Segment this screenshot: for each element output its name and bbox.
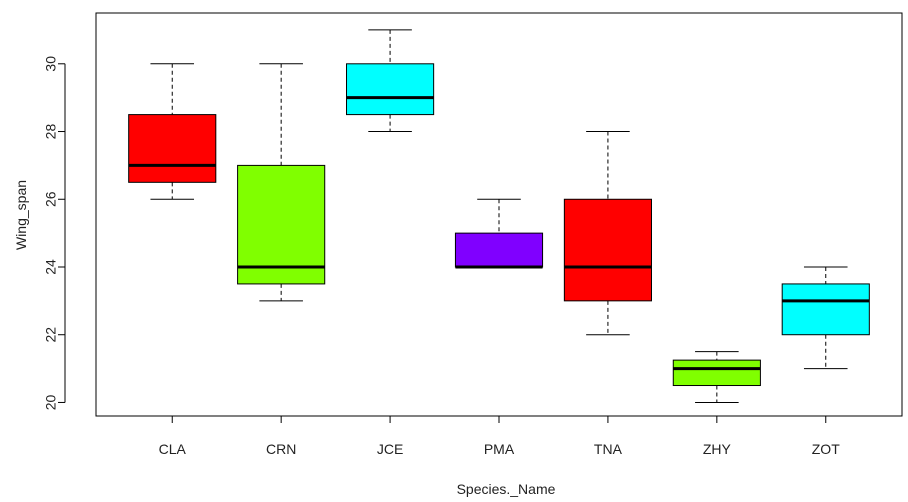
iqr-box: [237, 164, 326, 285]
box-tna: [563, 131, 652, 336]
y-tick-label: 26: [43, 191, 59, 207]
y-axis-label: Wing_span: [13, 180, 29, 250]
iqr-box: [346, 63, 435, 116]
y-tick-label: 20: [43, 394, 59, 410]
y-tick-label: 28: [43, 124, 59, 140]
box-jce: [346, 29, 435, 133]
box-cla: [128, 63, 217, 200]
x-axis-label: Species._Name: [457, 481, 556, 497]
x-axis: CLA CRN JCE PMA TNA ZHY ZOT: [159, 415, 840, 457]
boxes-layer: [128, 29, 870, 403]
x-tick-label: ZHY: [703, 441, 732, 457]
y-tick-label: 22: [43, 327, 59, 343]
iqr-box: [781, 283, 870, 336]
iqr-box: [454, 232, 544, 268]
x-tick-label: CLA: [159, 441, 187, 457]
x-tick-label: CRN: [266, 441, 296, 457]
y-tick-label: 24: [43, 259, 59, 275]
x-tick-label: TNA: [594, 441, 623, 457]
iqr-box: [128, 114, 217, 183]
x-tick-label: ZOT: [812, 441, 840, 457]
box-zhy: [672, 351, 761, 403]
iqr-box: [672, 359, 761, 387]
y-axis: 20 22 24 26 28 30: [43, 56, 66, 410]
box-pma: [454, 198, 544, 269]
box-crn: [237, 63, 326, 302]
x-tick-label: PMA: [484, 441, 515, 457]
iqr-box: [563, 198, 652, 302]
x-tick-label: JCE: [377, 441, 403, 457]
y-tick-label: 30: [43, 56, 59, 72]
box-zot: [781, 266, 870, 370]
